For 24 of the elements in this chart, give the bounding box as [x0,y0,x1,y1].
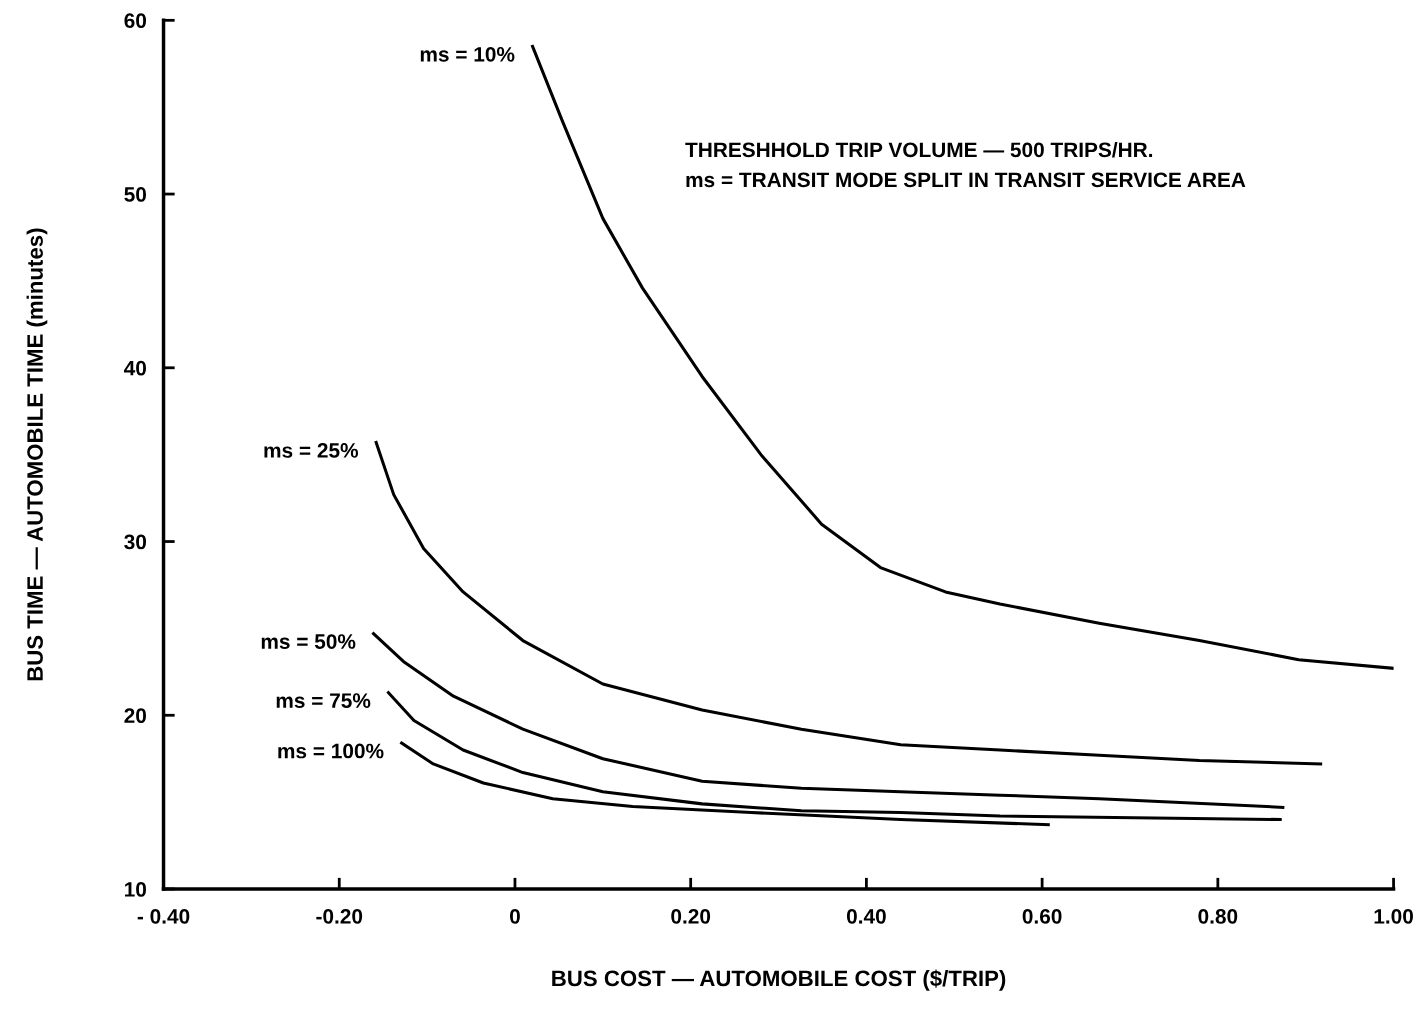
y-tick-label: 20 [124,708,147,724]
x-axis-title: BUS COST — AUTOMOBILE COST ($/TRIP) [552,969,1006,991]
series-label: ms = 100% [278,743,384,759]
y-tick-label: 30 [124,534,147,550]
x-tick-label: 0.60 [1022,908,1062,924]
x-tick-label: 0.40 [846,908,886,924]
y-tick-label: 40 [124,360,147,376]
series-label: ms = 75% [276,693,371,708]
series-label: ms = 25% [264,443,359,458]
x-tick-label: 0.80 [1198,908,1238,924]
line-series [386,691,1282,822]
series-label: ms = 10% [420,46,515,62]
y-tick-label: 10 [125,882,147,897]
series-label: ms = 50% [261,634,356,649]
y-tick-label: 50 [124,187,147,202]
line-series [531,44,1394,670]
y-axis-title: BUS TIME — AUTOMOBILE TIME (minutes) [26,228,48,681]
x-tick-label: 1.00 [1374,908,1413,924]
x-tick-label: 0 [510,908,520,924]
y-tick-label: 60 [124,13,147,29]
x-tick-label: -0.20 [316,908,363,924]
annotation: THRESHHOLD TRIP VOLUME — 500 TRIPS/HR. ms = TRANSIT MODE SPLIT IN TRANSIT SERVICE AREA [685,141,1246,188]
x-tick-label: 0.20 [671,908,711,924]
x-tick-label: - 0.40 [137,908,190,924]
